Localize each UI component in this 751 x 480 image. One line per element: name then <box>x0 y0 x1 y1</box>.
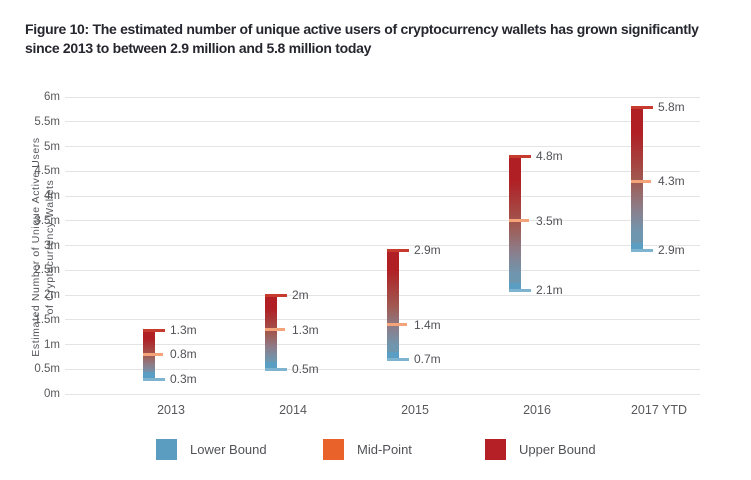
figure-title-line-2: since 2013 to between 2.9 million and 5.… <box>25 40 372 56</box>
legend-item-mid-point: Mid-Point <box>323 438 412 460</box>
bar-lower-tick <box>143 378 165 382</box>
gridline <box>65 195 700 197</box>
bar-upper-tick <box>387 249 409 253</box>
lower-bound-value-label: 2.1m <box>536 283 563 298</box>
range-bar <box>631 106 643 251</box>
mid-point-value-label: 3.5m <box>536 213 563 228</box>
y-tick-label: 4m <box>44 190 60 202</box>
bar-upper-tick <box>265 294 287 297</box>
mid-point-value-label: 1.3m <box>292 322 319 337</box>
x-tick-label: 2017 YTD <box>630 403 688 417</box>
lower-bound-value-label: 0.7m <box>414 352 441 367</box>
bar-mid-tick <box>387 323 407 327</box>
gridline <box>65 121 700 123</box>
y-tick-label: 1m <box>44 338 60 351</box>
lower-bound-swatch-icon <box>156 438 177 460</box>
x-tick-label: 2014 <box>279 403 307 417</box>
upper-bound-value-label: 2.9m <box>414 243 441 258</box>
mid-point-value-label: 0.8m <box>170 347 197 362</box>
gridline <box>65 368 700 370</box>
gridline <box>65 269 700 271</box>
upper-bound-value-label: 5.8m <box>658 99 685 114</box>
x-tick-label: 2013 <box>157 403 185 417</box>
y-tick-label: 0.5m <box>34 363 60 376</box>
bar-upper-tick <box>143 328 165 332</box>
bar-lower-cap <box>387 352 399 360</box>
gridline <box>65 393 700 395</box>
bar-mid-tick <box>143 352 163 356</box>
y-tick-label: 5m <box>44 140 60 153</box>
bar-lower-tick <box>509 289 531 293</box>
mid-point-swatch-icon <box>323 438 344 460</box>
bar-lower-tick <box>387 358 409 362</box>
bar-upper-tick <box>631 105 653 109</box>
upper-bound-value-label: 2m <box>292 288 309 302</box>
legend-label-lower-bound: Lower Bound <box>190 441 267 457</box>
bar-lower-cap <box>631 243 643 251</box>
x-tick-label: 2015 <box>401 403 429 417</box>
mid-point-value-label: 1.4m <box>414 317 441 332</box>
legend-item-lower-bound: Lower Bound <box>156 438 267 460</box>
legend-label-upper-bound: Upper Bound <box>519 441 596 457</box>
gridline <box>65 146 700 147</box>
figure-title-line-1: Figure 10: The estimated number of uniqu… <box>25 21 699 37</box>
gridline <box>65 245 700 246</box>
y-tick-label: 6m <box>44 91 60 103</box>
bar-mid-tick <box>509 219 529 223</box>
y-tick-label: 2.5m <box>34 264 60 277</box>
lower-bound-value-label: 2.9m <box>658 243 685 258</box>
y-tick-label: 5.5m <box>34 115 60 128</box>
bar-upper-tick <box>509 155 531 159</box>
upper-bound-swatch-icon <box>485 438 506 460</box>
range-bar <box>387 250 399 360</box>
bar-lower-tick <box>265 368 287 372</box>
bar-lower-cap <box>265 362 277 370</box>
upper-bound-value-label: 4.8m <box>536 149 563 164</box>
range-bar <box>265 295 277 370</box>
mid-point-value-label: 4.3m <box>658 174 685 189</box>
bar-mid-tick <box>265 328 285 332</box>
y-tick-label: 0m <box>44 388 60 400</box>
lower-bound-value-label: 0.5m <box>292 362 319 377</box>
y-tick-label: 4.5m <box>34 165 60 178</box>
bar-lower-cap <box>509 283 521 291</box>
legend-item-upper-bound: Upper Bound <box>485 438 596 460</box>
y-tick-label: 1.5m <box>34 313 60 326</box>
x-tick-label: 2016 <box>523 403 551 417</box>
range-bar <box>509 156 521 291</box>
bar-mid-tick <box>631 179 651 183</box>
bar-lower-cap <box>143 372 155 380</box>
gridline <box>65 319 700 321</box>
y-tick-label: 3.5m <box>34 214 60 227</box>
figure-title: Figure 10: The estimated number of uniqu… <box>25 20 740 58</box>
gridline <box>65 96 700 98</box>
gridline <box>65 344 700 345</box>
gridline <box>65 170 700 172</box>
upper-bound-value-label: 1.3m <box>170 322 197 337</box>
y-tick-label: 3m <box>44 239 60 252</box>
legend-label-mid-point: Mid-Point <box>357 441 412 457</box>
lower-bound-value-label: 0.3m <box>170 372 197 387</box>
legend: Lower Bound Mid-Point Upper Bound <box>0 438 751 460</box>
bar-lower-tick <box>631 249 653 253</box>
y-tick-label: 2m <box>44 289 60 301</box>
gridline <box>65 294 700 296</box>
gridline <box>65 220 700 222</box>
